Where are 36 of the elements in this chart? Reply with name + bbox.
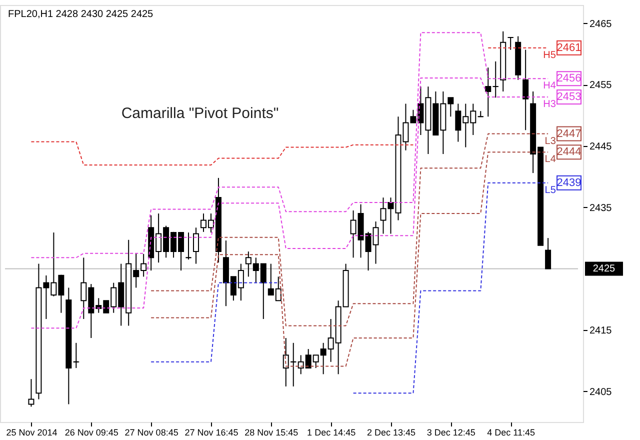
x-tick-label: 27 Nov 08:45	[124, 428, 178, 438]
x-tick-label: 28 Nov 15:45	[244, 428, 298, 438]
y-tick-label: 2465	[590, 18, 612, 30]
x-tick-label: 1 Dec 14:45	[307, 428, 356, 438]
data-label: 2461	[556, 42, 582, 54]
x-tick-label: 25 Nov 2014	[6, 428, 58, 438]
series-label: L5	[544, 184, 556, 196]
ref-line-label: 2425	[592, 264, 616, 275]
series-label: H3	[543, 98, 556, 110]
x-tick-label: 2 Dec 13:45	[366, 428, 416, 438]
candlestick	[508, 37, 514, 50]
data-label: 2453	[556, 90, 582, 103]
candlestick	[545, 238, 552, 270]
data-label: 2456	[556, 72, 582, 85]
x-tick-label: 3 Dec 12:45	[426, 428, 476, 438]
x-tick-label: 27 Nov 16:45	[184, 428, 238, 438]
data-label: 2447	[556, 128, 582, 140]
y-tick-label: 2445	[590, 142, 612, 153]
annotation: Camarilla "Pivot Points"	[121, 105, 279, 122]
x-tick-label: 4 Dec 11:45	[487, 428, 536, 438]
y-tick-label: 2415	[590, 326, 612, 337]
y-tick-label: 2405	[590, 386, 612, 398]
series-label: L3	[544, 136, 556, 147]
y-tick-label: 2435	[590, 202, 612, 214]
y-tick-label: 2455	[590, 80, 612, 92]
data-label: 2439	[556, 176, 582, 189]
series-label: H4	[543, 80, 556, 92]
data-label: 2444	[556, 146, 582, 158]
candlestick	[193, 227, 199, 264]
chart-title: FPL20,H1 2428 2430 2425 2425	[8, 9, 154, 20]
candlestick	[28, 378, 34, 408]
series-label: H5	[543, 50, 556, 61]
series-label: L4	[544, 154, 556, 166]
x-tick-label: 26 Nov 09:45	[64, 428, 118, 438]
candlestick	[186, 232, 192, 260]
candlestick	[522, 49, 529, 131]
